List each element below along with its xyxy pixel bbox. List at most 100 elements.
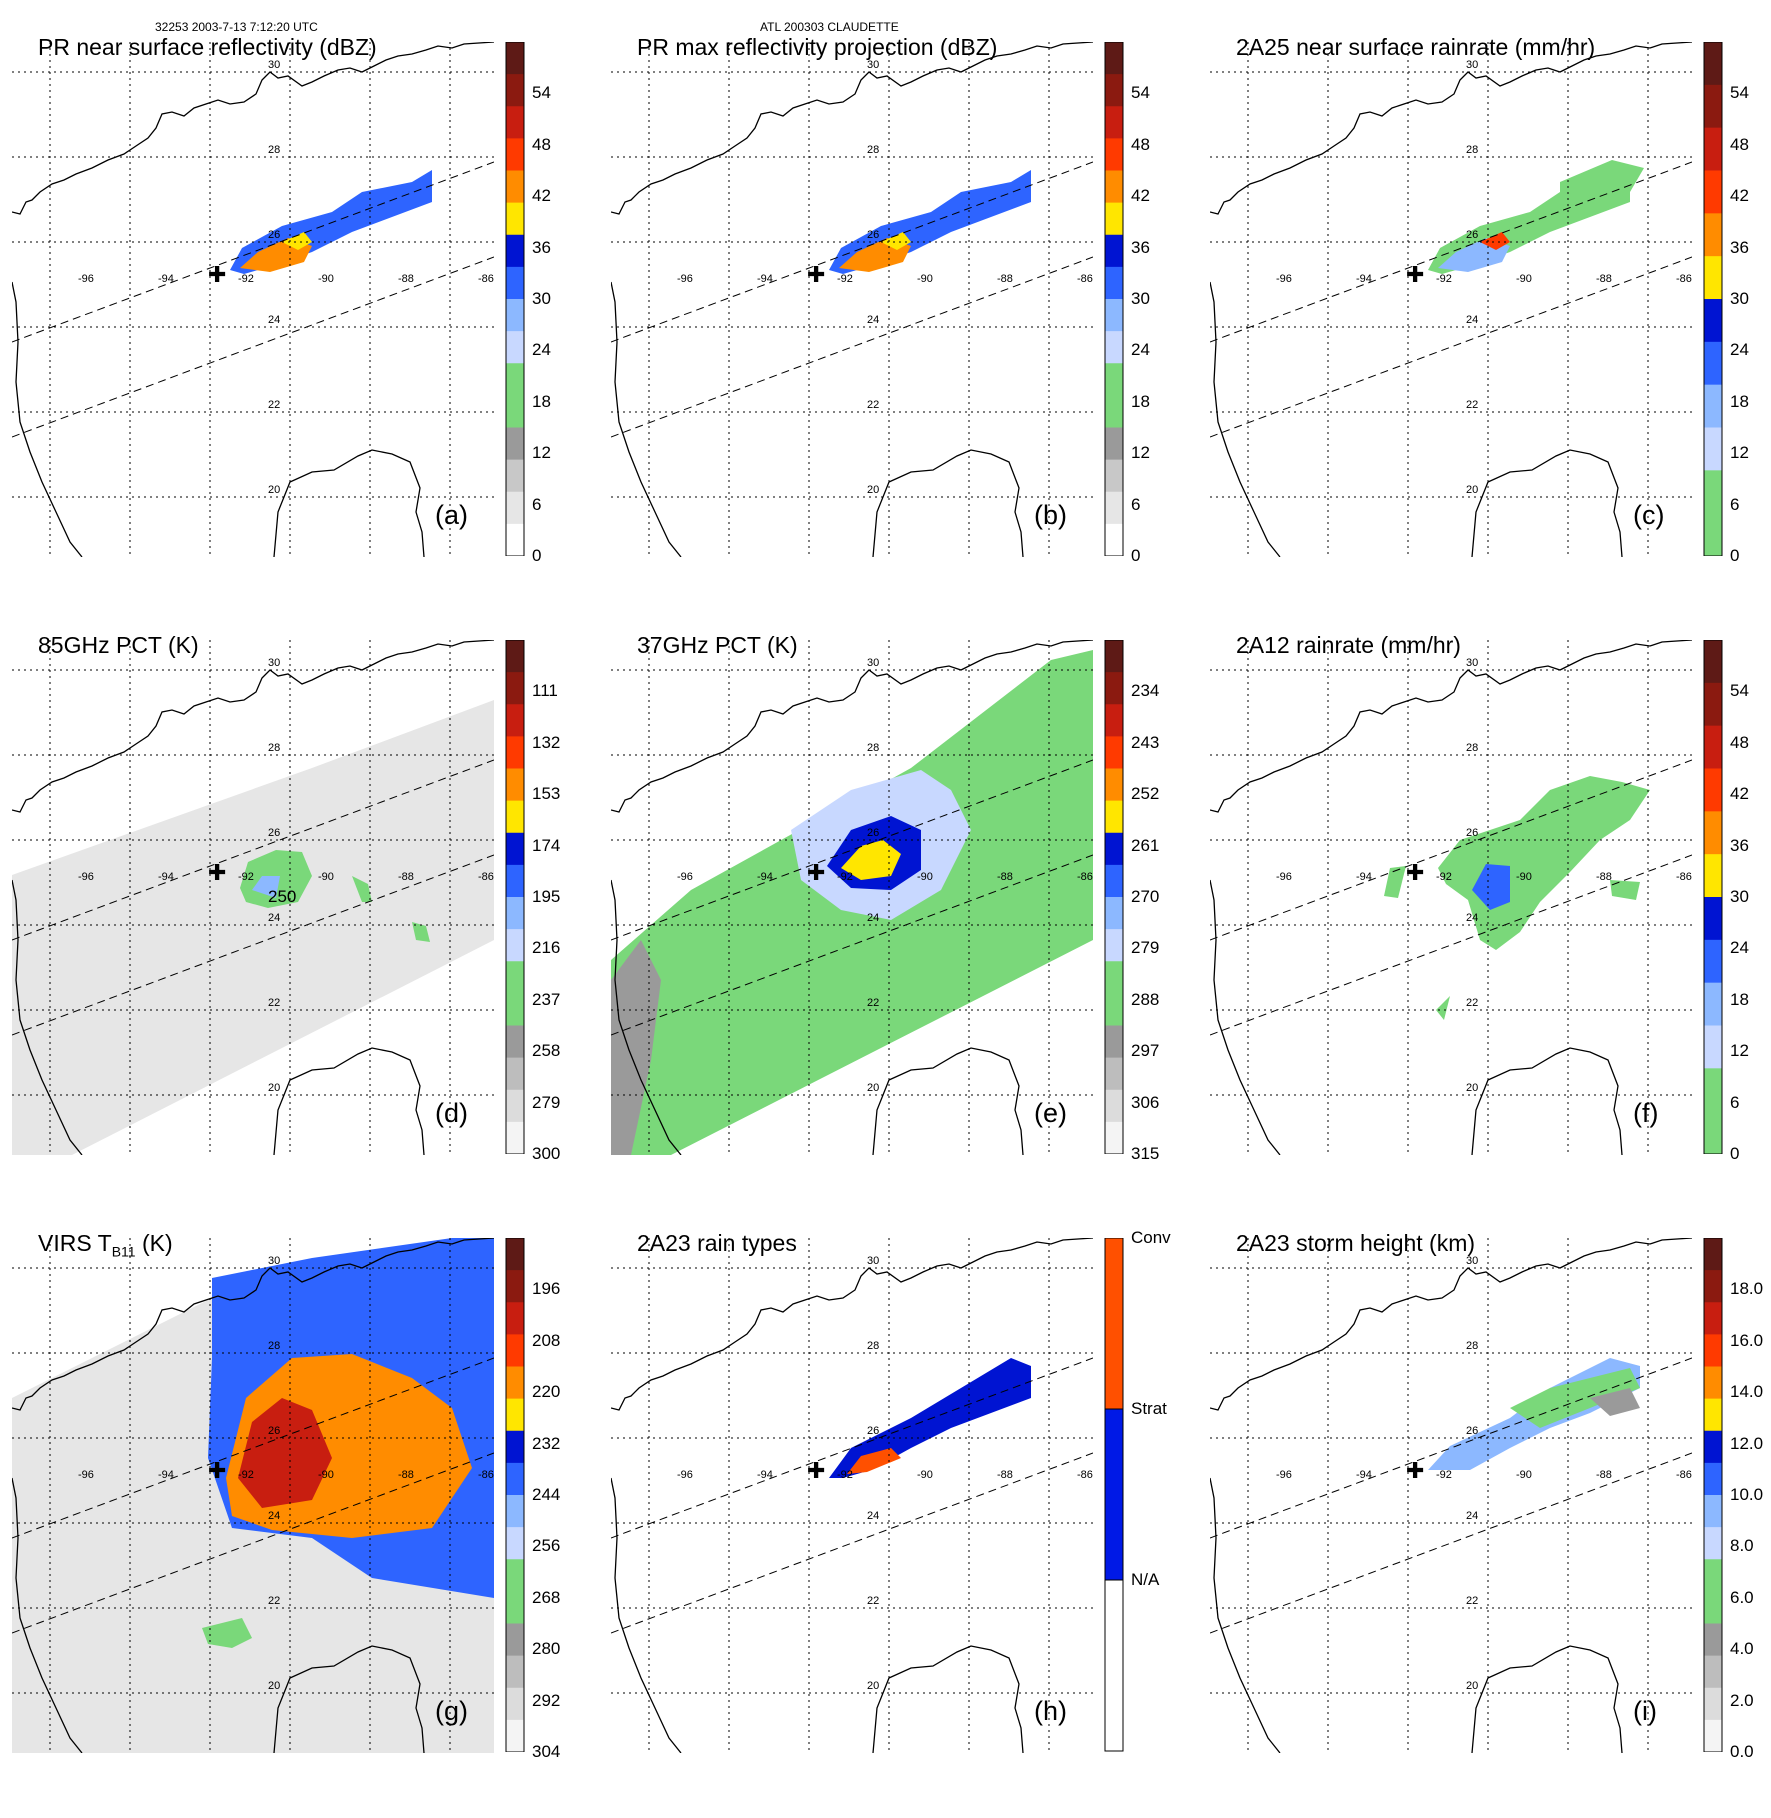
lat-label: 28 — [268, 1340, 280, 1352]
colorbar-tick-label: 279 — [1131, 938, 1160, 958]
colorbar-step — [1704, 640, 1722, 684]
colorbar-step — [1105, 1121, 1123, 1154]
colorbar-tick-label: 54 — [1131, 83, 1150, 103]
lat-label: 20 — [867, 1082, 879, 1094]
colorbar-tick-label: 208 — [532, 1330, 561, 1350]
colorbar-step — [1704, 1068, 1722, 1112]
colorbar-step — [1105, 640, 1123, 673]
lon-label: -92 — [238, 273, 254, 285]
lon-label: -88 — [398, 1469, 414, 1481]
storm-center-icon: ✚ — [807, 1459, 825, 1484]
colorbar-tick-label: 24 — [1131, 340, 1150, 360]
swath-edge-south — [611, 854, 1093, 1036]
colorbar-step — [1704, 939, 1722, 984]
colorbar-step — [506, 1559, 524, 1592]
colorbar-step — [506, 491, 524, 525]
colorbar-ticks: 54 48 42 36 30 24 18 12 6 0 — [1730, 640, 1771, 1163]
colorbar-step — [506, 864, 524, 898]
colorbar-tick-label: 10.0 — [1730, 1485, 1764, 1504]
lon-label: -96 — [677, 273, 693, 285]
colorbar-step — [506, 1025, 524, 1059]
colorbar-tick-label: 54 — [1730, 681, 1749, 701]
lon-label: -90 — [318, 273, 334, 285]
colorbar-step — [1704, 384, 1722, 428]
lat-label: 26 — [1466, 1425, 1478, 1437]
colorbar-step — [1704, 1398, 1722, 1432]
colorbar-step — [1105, 42, 1123, 75]
colorbar-tick-label: 132 — [532, 732, 561, 752]
lat-label: 24 — [867, 1510, 879, 1522]
colorbar-frame — [1703, 42, 1723, 556]
colorbar-tick-label: 0 — [1131, 546, 1141, 565]
panel-c: -96 -94 -92 -90 -88 -86 30 28 26 24 22 20 ✚ 2A25 near… — [1210, 34, 1771, 622]
lat-label: 22 — [867, 1595, 879, 1607]
colorbar-tick-label: 279 — [532, 1092, 561, 1112]
panel-label: (i) — [1633, 1696, 1657, 1726]
colorbar-tick-label: 24 — [532, 340, 551, 360]
panel-h: -96 -94 -92 -90 -88 -86 30 28 26 24 22 20 ✚ 2A23 rain… — [611, 1228, 1211, 1818]
swath-edge-north — [1210, 759, 1692, 941]
colorbar-tick-label: 232 — [532, 1433, 561, 1453]
coldest-tops — [238, 1398, 332, 1508]
lat-label: 28 — [268, 144, 280, 156]
colorbar-tick-label: 54 — [532, 83, 551, 103]
colorbar-tick-label: 8.0 — [1730, 1536, 1754, 1556]
swath-edge-south — [611, 256, 1093, 438]
storm-center-icon: ✚ — [208, 263, 226, 288]
colorbar-ticks: 54 48 42 36 30 24 18 12 6 0 — [532, 42, 602, 565]
storm-core — [1472, 864, 1510, 910]
lat-label: 20 — [268, 1082, 280, 1094]
lat-label: 30 — [867, 657, 879, 669]
colorbar-step — [1704, 811, 1722, 855]
colorbar-tick-label: 315 — [1131, 1144, 1160, 1163]
colorbar-step — [506, 1430, 524, 1464]
colorbar-frame — [1104, 640, 1124, 1154]
colorbar-step — [506, 299, 524, 332]
colorbar-tick-label: 18 — [1730, 391, 1749, 411]
swath-edge-north — [12, 1357, 494, 1539]
colorbar-step — [1704, 1559, 1722, 1592]
panel-g: -96 -94 -92 -90 -88 -86 30 28 26 24 22 20 ✚ VIRS TB11… — [12, 1230, 612, 1818]
colorbar-step — [506, 993, 524, 1026]
colorbar-tick-label: 12 — [532, 443, 551, 463]
colorbar-step — [1704, 1302, 1722, 1335]
colorbar-step — [1704, 1591, 1722, 1624]
colorbar-tick-label: 30 — [1730, 887, 1749, 906]
lat-label: 22 — [867, 997, 879, 1009]
colorbar-step — [1105, 832, 1123, 866]
colorbar-step — [1704, 256, 1722, 300]
lon-label: -94 — [1356, 871, 1372, 883]
lon-label: -96 — [78, 273, 94, 285]
map-h: -96 -94 -92 -90 -88 -86 30 28 26 24 22 20 ✚ — [611, 1238, 1093, 1753]
colorbar-tick-label: 243 — [1131, 732, 1160, 752]
panel-title: 37GHz PCT (K) — [637, 632, 798, 658]
lat-label: 26 — [1466, 827, 1478, 839]
colorbar-step — [1704, 1687, 1722, 1721]
lon-label: -94 — [158, 273, 174, 285]
swath-edge-south — [611, 1452, 1093, 1634]
map-f: -96 -94 -92 -90 -88 -86 30 28 26 24 22 20 ✚ — [1210, 640, 1692, 1155]
colorbar-step — [1704, 1655, 1722, 1689]
colorbar-step — [1704, 725, 1722, 769]
lat-label: 24 — [867, 314, 879, 326]
lat-label: 28 — [1466, 742, 1478, 754]
colorbar-step — [1105, 897, 1123, 930]
swath-edge-south — [1210, 1452, 1692, 1634]
colorbar-strat — [1104, 1408, 1124, 1581]
colorbar-step — [1704, 1462, 1722, 1496]
lon-label: -88 — [1596, 273, 1612, 285]
colorbar-step — [506, 74, 524, 107]
swath-edge-south — [12, 1452, 494, 1634]
colorbar-step — [506, 234, 524, 268]
lat-label: 30 — [867, 59, 879, 71]
lon-label: -90 — [917, 1469, 933, 1481]
colorbar-frame — [1703, 1238, 1723, 1752]
colorbar-step — [1105, 106, 1123, 139]
panel-i: -96 -94 -92 -90 -88 -86 30 28 26 24 22 20 ✚ 2A23 stor… — [1210, 1230, 1771, 1818]
colorbar-tick-label: 256 — [532, 1536, 561, 1556]
panel-title: 2A23 storm height (km) — [1236, 1230, 1476, 1256]
colorbar-step — [506, 1527, 524, 1560]
colorbar-tick-label: 12 — [1131, 443, 1150, 463]
swath-edge-north — [1210, 161, 1692, 343]
lat-label: 28 — [1466, 144, 1478, 156]
